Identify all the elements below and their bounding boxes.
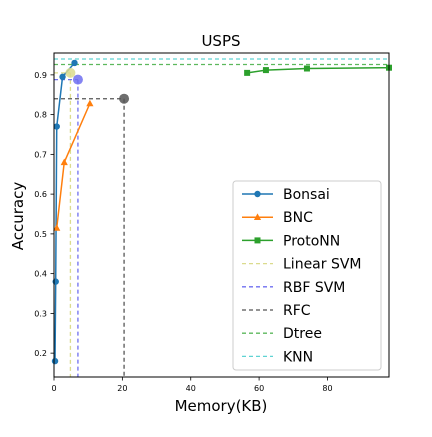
bonsai-point	[53, 123, 60, 130]
legend-rfc-label: RFC	[283, 303, 311, 319]
rfc-point	[119, 93, 130, 104]
bnc-point	[53, 224, 61, 231]
plot-frame	[53, 52, 390, 378]
protonn-point	[303, 65, 310, 72]
linear-svm-point	[65, 67, 76, 78]
y-axis-label: Accuracy	[9, 182, 27, 251]
axes-layer	[53, 52, 390, 378]
x-tick-label: 20	[117, 384, 127, 393]
legend-linear-svm-label: Linear SVM	[283, 257, 362, 273]
legend: Bonsai BNC ProtoNN Linear SVM RBF SVM RFC Dtre…	[232, 180, 382, 371]
bnc-line	[55, 103, 91, 229]
legend-knn-label: KNN	[283, 349, 313, 365]
bnc-point	[86, 99, 94, 107]
y-tick-label: 0.5	[34, 230, 47, 239]
bnc-point	[60, 158, 68, 166]
ticks-layer: 0 20 40 60 80 0.2 0.3 0.4 0.5 0.6 0.7 0.8 0.9	[34, 71, 332, 393]
legend-bonsai-label: Bonsai	[283, 187, 330, 203]
rbf-svm-point	[72, 74, 83, 85]
legend-bnc-marker	[253, 213, 262, 220]
y-tick-label: 0.6	[34, 190, 47, 199]
bonsai-point	[71, 59, 78, 67]
y-tick-label: 0.3	[34, 309, 47, 318]
y-tick-label: 0.2	[34, 349, 47, 358]
x-axis-label: Memory(KB)	[175, 397, 268, 415]
y-tick-label: 0.4	[34, 270, 47, 279]
protonn-point	[262, 67, 269, 74]
y-tick-label: 0.8	[34, 111, 47, 120]
x-tick-label: 60	[254, 384, 264, 393]
x-tick-label: 40	[186, 384, 196, 393]
x-tick-label: 80	[322, 384, 332, 393]
y-tick-label: 0.7	[34, 150, 47, 159]
legend-bonsai-marker	[254, 190, 261, 198]
y-tick-label: 0.9	[34, 71, 47, 80]
legend-box	[232, 180, 382, 371]
chart-title: USPS	[201, 32, 240, 50]
bonsai-point	[59, 73, 66, 81]
legend-protonn-label: ProtoNN	[283, 233, 340, 249]
markers-layer	[51, 59, 392, 365]
protonn-point	[244, 69, 251, 76]
x-tick-label: 0	[51, 384, 56, 393]
protonn-line	[247, 66, 390, 74]
legend-protonn-marker	[254, 237, 261, 244]
legend-rbf-svm-label: RBF SVM	[283, 280, 345, 296]
bonsai-point	[52, 278, 59, 285]
legend-bnc-label: BNC	[283, 210, 313, 226]
legend-dtree-label: Dtree	[283, 326, 322, 342]
bonsai-point	[51, 357, 59, 365]
